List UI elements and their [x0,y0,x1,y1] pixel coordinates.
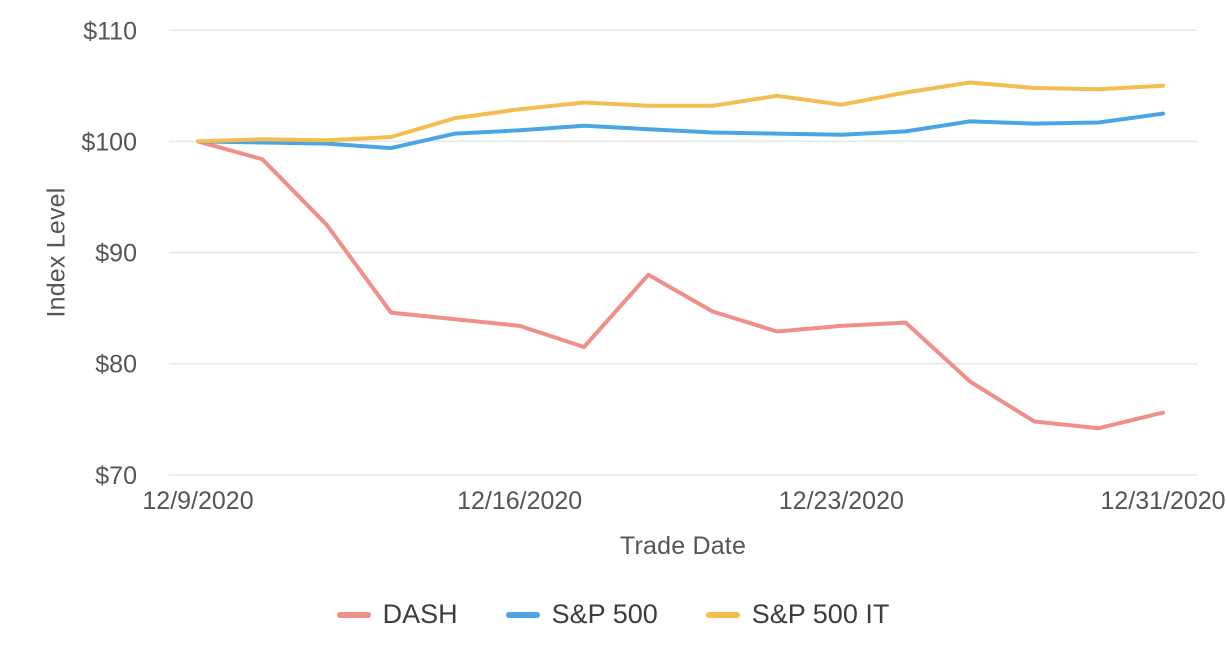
y-tick-label: $90 [95,240,137,268]
series-line-s-p-500 [196,111,1165,151]
legend-swatch [705,611,740,618]
legend-swatch [505,611,540,618]
y-tick-label: $100 [81,128,137,156]
legend-label: S&P 500 [551,599,658,629]
series-line-s-p-500-it [196,80,1165,144]
legend-item-s-p-500-it[interactable]: S&P 500 IT [705,599,890,630]
legend-label: DASH [382,599,458,629]
y-tick-label: $80 [95,351,137,379]
legend-item-dash[interactable]: DASH [336,599,458,630]
x-tick-label: 12/23/2020 [779,487,904,515]
x-axis-title: Trade Date [619,532,747,560]
legend-label: S&P 500 IT [751,599,890,629]
y-tick-label: $70 [95,462,137,490]
legend-swatch [336,611,371,618]
legend-item-s-p-500[interactable]: S&P 500 [505,599,658,630]
y-tick-label: $110 [83,17,137,45]
series-line-dash [196,139,1165,431]
x-tick-label: 12/16/2020 [457,487,582,515]
x-tick-label: 12/9/2020 [142,487,253,515]
legend: DASH S&P 500 S&P 500 IT [0,599,1226,630]
x-tick-label: 12/31/2020 [1100,487,1225,515]
y-axis-title: Index Level [42,187,71,318]
